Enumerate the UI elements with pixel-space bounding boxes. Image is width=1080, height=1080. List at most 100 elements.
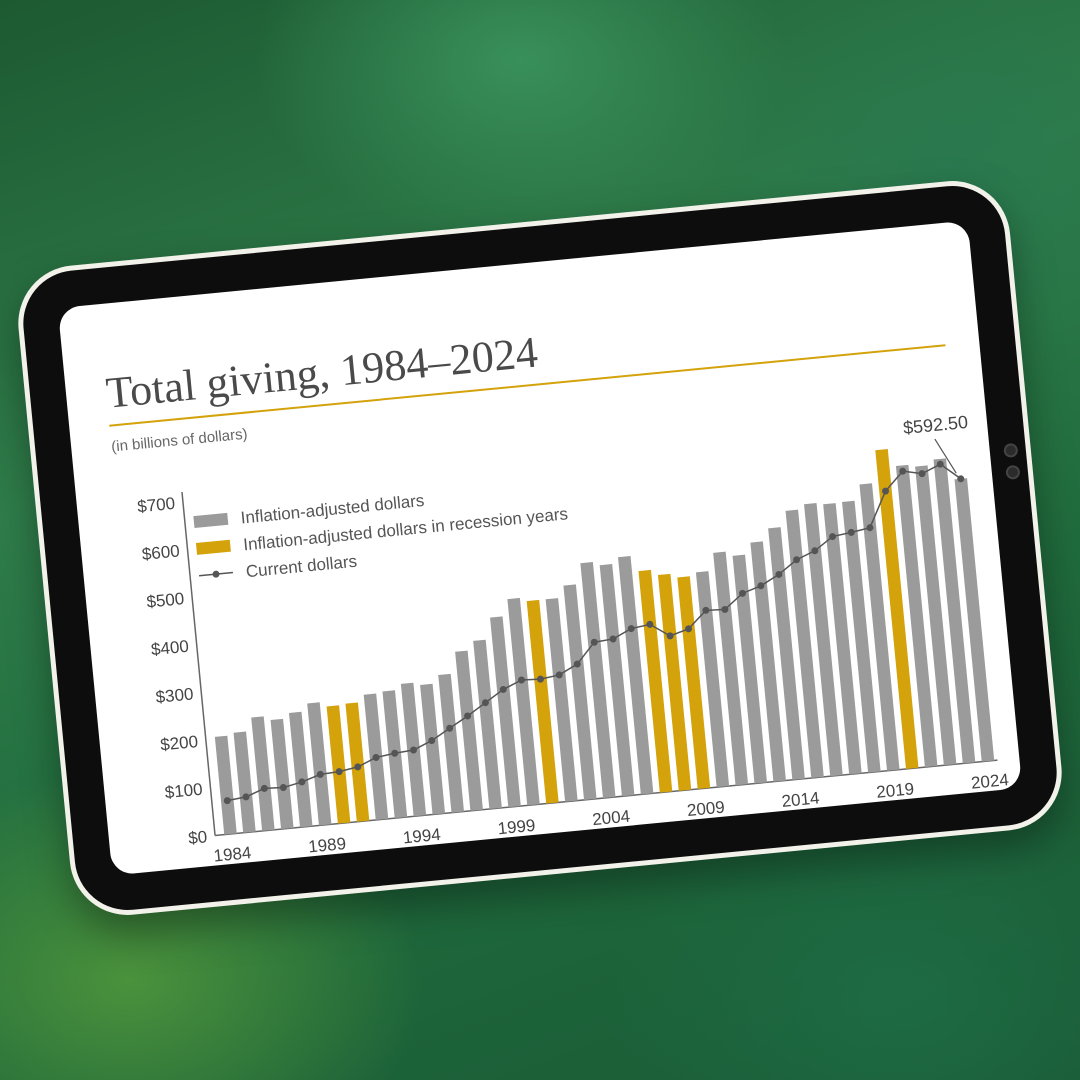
current-dollars-point: [899, 467, 907, 475]
bar-recession: [345, 702, 370, 822]
current-dollars-point: [685, 625, 693, 633]
chart-subtitle: (in billions of dollars): [111, 426, 249, 456]
bar-inflation-adjusted: [307, 702, 332, 826]
current-dollars-point: [335, 768, 343, 776]
current-dollars-line: $592.50: [223, 412, 969, 805]
bar-inflation-adjusted: [473, 639, 502, 810]
current-dollars-point: [517, 676, 525, 684]
current-dollars-point: [279, 784, 287, 792]
chart-title: Total giving, 1984–2024: [104, 327, 540, 417]
current-dollars-point: [354, 763, 362, 771]
current-dollars-point: [757, 582, 765, 590]
bar-inflation-adjusted: [933, 458, 976, 764]
x-tick-label: 1984: [213, 843, 252, 866]
current-dollars-point: [555, 671, 563, 679]
current-dollars-point: [775, 570, 783, 578]
bar-recession: [657, 573, 692, 791]
x-axis: 1984 1989 1994 1999 2004 2009 2014 2019 2024: [213, 770, 1010, 865]
current-dollars-point: [957, 475, 965, 483]
bar-inflation-adjusted: [954, 478, 995, 762]
current-dollars-point: [829, 533, 837, 541]
current-dollars-point: [918, 470, 926, 478]
bar-inflation-adjusted: [695, 571, 730, 788]
bar-inflation-adjusted: [455, 650, 483, 811]
bar-inflation-adjusted: [438, 673, 464, 813]
current-dollars-point: [811, 547, 819, 555]
current-dollars-point: [627, 625, 635, 633]
bar-inflation-adjusted: [895, 464, 938, 768]
current-dollars-point: [499, 685, 507, 693]
y-tick-label: $200: [159, 732, 198, 755]
camera-icon: [1005, 464, 1021, 480]
bar-recession: [326, 705, 351, 824]
current-dollars-point: [646, 620, 654, 628]
current-dollars-point: [721, 605, 729, 613]
current-dollars-point: [536, 675, 544, 683]
bar-inflation-adjusted: [915, 465, 957, 766]
bar-inflation-adjusted: [214, 735, 237, 835]
current-dollars-point: [702, 606, 710, 614]
bar-inflation-adjusted: [288, 711, 313, 828]
chart: Total giving, 1984–2024 (in billions of …: [104, 327, 1010, 865]
y-tick-label: $0: [187, 827, 208, 848]
camera-icon: [1003, 442, 1019, 459]
current-dollars-point: [666, 632, 674, 640]
y-tick-label: $500: [146, 589, 185, 612]
current-dollars-point: [391, 749, 399, 757]
current-dollars-point: [882, 487, 890, 495]
current-dollars-point: [464, 712, 472, 720]
bar-inflation-adjusted: [599, 564, 635, 797]
current-dollars-point: [242, 793, 250, 801]
current-dollars-point: [410, 746, 418, 754]
bar-inflation-adjusted: [859, 483, 900, 771]
bar-inflation-adjusted: [270, 718, 294, 830]
bar-inflation-adjusted: [563, 584, 597, 800]
bar-inflation-adjusted: [490, 616, 521, 808]
bar-inflation-adjusted: [804, 503, 843, 777]
x-tick-label: 1994: [402, 825, 441, 848]
current-dollars-point: [260, 784, 268, 792]
y-axis-line: [181, 491, 216, 836]
x-tick-label: 1989: [307, 834, 346, 857]
bar-inflation-adjusted: [233, 731, 256, 833]
current-dollars-point: [428, 737, 436, 745]
x-tick-label: 2004: [591, 807, 630, 830]
current-dollars-point: [590, 638, 598, 646]
x-tick-label: 2024: [970, 770, 1009, 793]
bar-inflation-adjusted: [251, 716, 275, 831]
bar-inflation-adjusted: [420, 683, 446, 815]
bar-inflation-adjusted: [785, 509, 824, 779]
current-dollars-point: [372, 753, 380, 761]
current-dollars-point: [793, 556, 801, 564]
annotation-label: $592.50: [902, 412, 969, 438]
tablet-screen: Total giving, 1984–2024 (in billions of …: [57, 220, 1023, 876]
y-tick-label: $400: [150, 637, 189, 660]
current-dollars-point: [481, 699, 489, 707]
y-tick-label: $600: [141, 541, 180, 564]
y-tick-label: $700: [136, 494, 175, 517]
annotation-leader-line: [934, 438, 957, 474]
bar-inflation-adjusted: [768, 527, 805, 780]
bar-inflation-adjusted: [545, 598, 578, 802]
title-underline: [109, 344, 946, 427]
y-tick-label: $300: [155, 684, 194, 707]
legend-marker-current-dollars: [212, 570, 220, 578]
tablet-frame: Total giving, 1984–2024 (in billions of …: [13, 175, 1067, 921]
x-tick-label: 2019: [876, 779, 915, 802]
current-dollars-point: [609, 635, 617, 643]
x-tick-label: 1999: [497, 816, 536, 839]
bar-recession: [875, 449, 919, 769]
current-dollars-point: [223, 797, 231, 805]
bar-inflation-adjusted: [823, 503, 862, 775]
current-dollars-point: [446, 724, 454, 732]
current-dollars-point: [316, 770, 324, 778]
legend-label-current-dollars: Current dollars: [245, 552, 358, 582]
bar-inflation-adjusted: [842, 500, 881, 773]
legend-swatch-recession: [195, 539, 231, 555]
current-dollars-point: [573, 660, 581, 668]
y-tick-label: $100: [164, 780, 203, 803]
bar-inflation-adjusted: [732, 554, 767, 784]
bar-inflation-adjusted: [507, 597, 540, 806]
bar-inflation-adjusted: [580, 562, 616, 799]
legend: Inflation-adjusted dollars Inflation-adj…: [193, 491, 569, 582]
